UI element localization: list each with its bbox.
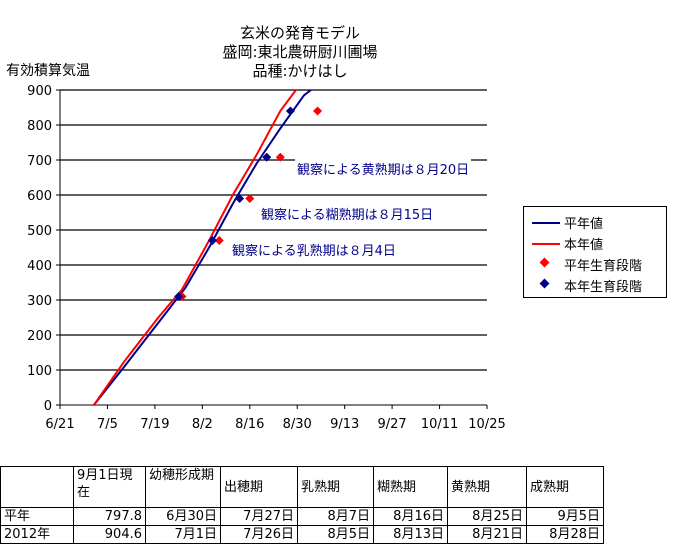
x-tick-label: 9/13 <box>330 417 359 432</box>
table-header-cell: 出穂期 <box>220 466 298 508</box>
table-header-cell <box>0 466 74 508</box>
legend-item-normal-line: 平年値 <box>532 213 604 232</box>
legend-item-current-line: 本年値 <box>532 234 604 253</box>
table-row: 2012年 904.6 7月1日 7月26日 8月5日 8月13日 8月21日 … <box>0 525 604 544</box>
table-cell: 7月1日 <box>145 525 221 544</box>
x-tick-label: 10/25 <box>468 417 505 432</box>
data-point <box>208 236 217 245</box>
data-point <box>235 194 245 203</box>
legend-label: 本年値 <box>564 237 604 253</box>
table-header-cell: 幼穂形成期 <box>145 466 221 508</box>
annotation-milk-ripe: 観察による乳熟期は８月4日 <box>230 240 398 259</box>
data-point <box>285 106 295 116</box>
y-tick-label: 700 <box>27 154 52 169</box>
chart-plot: 0 100 200 300 400 500 600 700 800 900 6/21 7/5 7/19 8… <box>27 84 506 432</box>
table-cell: 8月28日 <box>526 525 604 544</box>
table-header-row: 9月1日現在 幼穂形成期 出穂期 乳熟期 糊熟期 黄熟期 成熟期 <box>0 466 604 508</box>
legend-label: 本年生育段階 <box>564 279 643 295</box>
chart-subtitle-location: 盛岡:東北農研厨川圃場 <box>222 43 378 61</box>
y-tick-label: 200 <box>27 329 52 344</box>
x-tick-label: 8/2 <box>192 417 213 432</box>
annotation-dough-ripe: 観察による糊熟期は８月15日 <box>259 204 436 223</box>
legend-label: 平年値 <box>564 216 604 232</box>
y-tick-label: 800 <box>27 119 52 134</box>
table-cell: 8月5日 <box>297 525 374 544</box>
table-cell: 8月25日 <box>447 507 527 526</box>
growth-stage-table: 9月1日現在 幼穂形成期 出穂期 乳熟期 糊熟期 黄熟期 成熟期 平年 797.… <box>0 466 604 544</box>
table-cell: 7月27日 <box>220 507 298 526</box>
table-row: 平年 797.8 6月30日 7月27日 8月7日 8月16日 8月25日 9月… <box>0 507 604 526</box>
table-header-cell: 9月1日現在 <box>73 466 146 508</box>
table-cell: 平年 <box>0 507 74 526</box>
legend-item-current-stage: 本年生育段階 <box>532 276 643 295</box>
table-cell: 2012年 <box>0 525 74 544</box>
x-tick-label: 7/5 <box>97 417 118 432</box>
table-cell: 6月30日 <box>145 507 221 526</box>
y-axis-label: 有効積算気温 <box>6 63 90 79</box>
table-cell: 8月13日 <box>373 525 448 544</box>
table-cell: 8月7日 <box>297 507 374 526</box>
y-tick-label: 400 <box>27 259 52 274</box>
chart-subtitle-variety: 品種:かけはし <box>252 62 348 80</box>
data-point <box>275 152 285 162</box>
legend-item-normal-stage: 平年生育段階 <box>532 255 643 274</box>
data-point <box>245 194 255 203</box>
table-header-cell: 黄熟期 <box>447 466 527 508</box>
table-cell: 8月16日 <box>373 507 448 526</box>
table-header-cell: 成熟期 <box>526 466 604 508</box>
y-tick-label: 900 <box>27 84 52 99</box>
x-tick-label: 9/27 <box>378 417 407 432</box>
y-tick-label: 500 <box>27 224 52 239</box>
data-point <box>214 236 224 245</box>
x-tick-label: 8/30 <box>283 417 312 432</box>
y-tick-label: 300 <box>27 294 52 309</box>
table-header-cell: 乳熟期 <box>297 466 374 508</box>
y-tick-label: 100 <box>27 364 52 379</box>
x-tick-label: 6/21 <box>45 417 74 432</box>
data-point <box>262 152 272 162</box>
x-tick-label: 10/11 <box>421 417 458 432</box>
table-cell: 904.6 <box>73 525 146 544</box>
x-tick-label: 8/16 <box>235 417 264 432</box>
chart-legend: 平年値 本年値 平年生育段階 本年生育段階 <box>523 206 667 298</box>
x-tick-label: 7/19 <box>140 417 169 432</box>
y-tick-label: 0 <box>44 399 52 414</box>
table-cell: 797.8 <box>73 507 146 526</box>
table-cell: 8月21日 <box>447 525 527 544</box>
table-header-cell: 糊熟期 <box>373 466 448 508</box>
table-cell: 9月5日 <box>526 507 604 526</box>
y-tick-label: 600 <box>27 189 52 204</box>
data-point <box>313 106 323 116</box>
annotation-yellow-ripe: 観察による黄熟期は８月20日 <box>295 159 472 178</box>
table-cell: 7月26日 <box>220 525 298 544</box>
legend-label: 平年生育段階 <box>564 258 643 274</box>
data-point <box>174 292 184 301</box>
chart-title: 玄米の発育モデル <box>239 24 360 42</box>
